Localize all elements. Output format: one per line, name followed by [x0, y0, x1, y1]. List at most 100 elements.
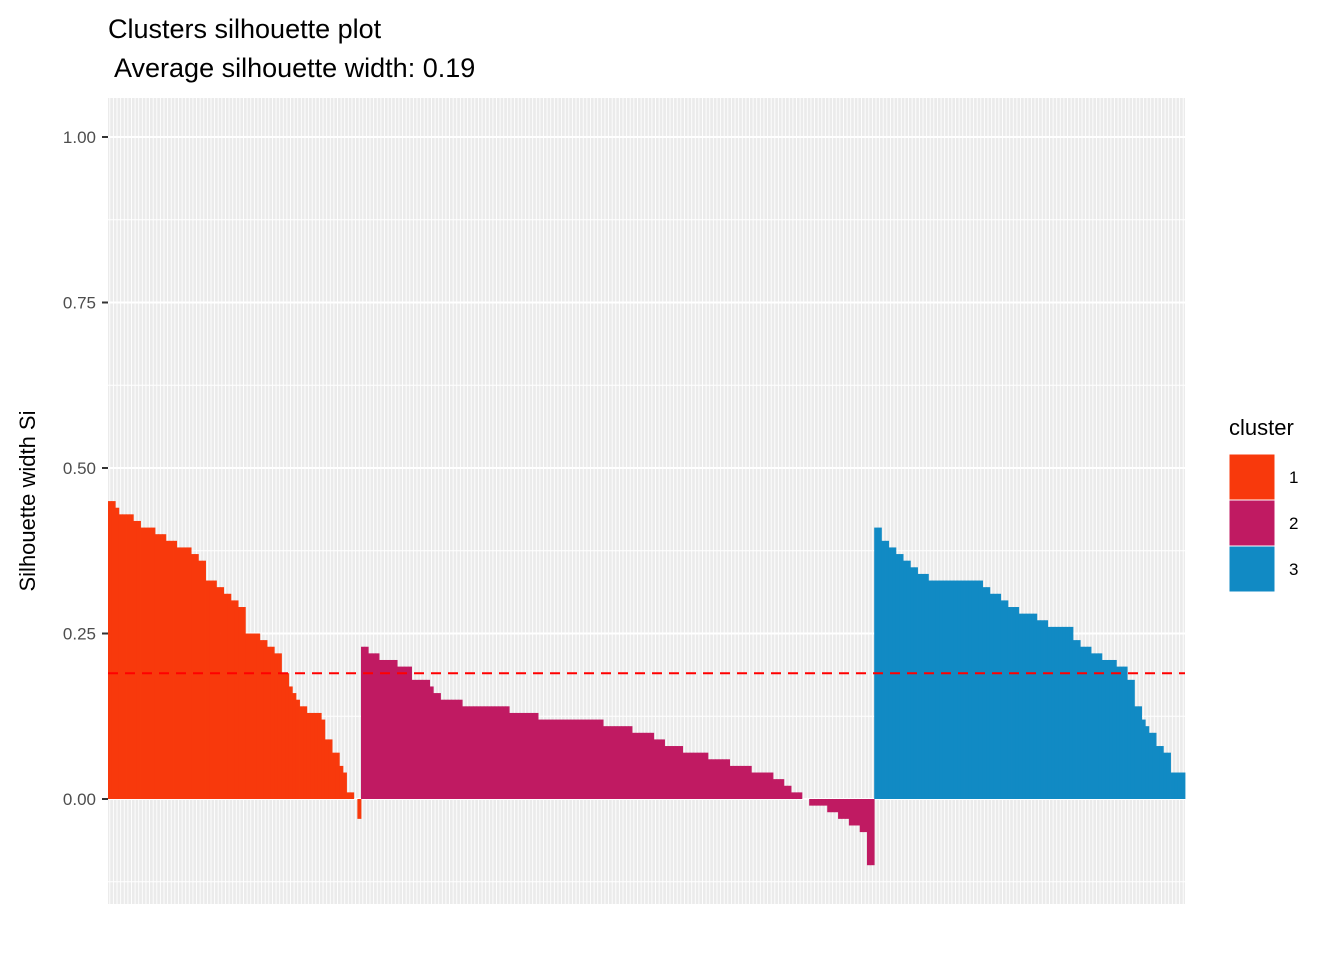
y-axis: 0.00 0.25 0.50 0.75 1.00 [63, 128, 108, 809]
bar-cluster-2 [653, 739, 658, 799]
bar-cluster-2 [368, 653, 373, 799]
bar-cluster-3 [1170, 772, 1175, 799]
y-tick-label: 0.75 [63, 294, 96, 313]
bar-cluster-2 [382, 659, 387, 799]
bar-cluster-2 [509, 712, 514, 799]
bar-cluster-3 [1112, 659, 1117, 799]
bar-cluster-3 [928, 580, 933, 799]
bar-cluster-3 [1105, 659, 1110, 799]
bar-cluster-1 [151, 527, 156, 799]
bar-cluster-2 [415, 679, 420, 799]
bar-cluster-2 [726, 759, 731, 799]
legend-label-cluster-3: 3 [1289, 560, 1298, 579]
bar-cluster-1 [165, 540, 170, 799]
bar-cluster-1 [115, 507, 120, 799]
bar-cluster-2 [754, 772, 759, 799]
bar-cluster-3 [913, 567, 918, 799]
bar-cluster-1 [350, 792, 355, 799]
bar-cluster-2 [765, 772, 770, 799]
bar-cluster-2 [538, 719, 543, 799]
y-tick-label: 1.00 [63, 128, 96, 147]
bar-cluster-2 [613, 726, 618, 799]
bar-cluster-2 [541, 719, 546, 799]
bar-cluster-3 [1145, 726, 1150, 799]
bar-cluster-2 [603, 726, 608, 799]
bar-cluster-1 [136, 520, 141, 799]
bar-cluster-2 [556, 719, 561, 799]
y-tick-label: 0.50 [63, 459, 96, 478]
bar-cluster-2 [389, 659, 394, 799]
bar-cluster-3 [1000, 600, 1005, 799]
bar-cluster-1 [346, 792, 351, 799]
bar-cluster-1 [144, 527, 149, 799]
bar-cluster-2 [574, 719, 579, 799]
bar-cluster-3 [1141, 719, 1146, 799]
bar-cluster-2 [660, 739, 665, 799]
bar-cluster-2 [841, 799, 846, 819]
bar-cluster-3 [932, 580, 937, 799]
bar-cluster-1 [162, 534, 167, 799]
bar-cluster-2 [809, 799, 814, 806]
bar-cluster-2 [512, 712, 517, 799]
legend-title: cluster [1229, 415, 1294, 440]
bar-cluster-2 [722, 759, 727, 799]
bar-cluster-2 [530, 712, 535, 799]
bar-cluster-3 [917, 573, 922, 799]
bar-cluster-1 [147, 527, 152, 799]
bar-cluster-3 [1044, 620, 1049, 799]
bar-cluster-3 [1051, 626, 1056, 799]
bar-cluster-2 [422, 679, 427, 799]
bar-cluster-3 [957, 580, 962, 799]
bar-cluster-2 [845, 799, 850, 819]
bar-cluster-3 [1007, 607, 1012, 799]
bar-cluster-3 [1116, 666, 1121, 799]
bar-cluster-1 [111, 501, 116, 799]
bar-cluster-2 [523, 712, 528, 799]
bar-cluster-2 [404, 666, 409, 799]
bar-cluster-2 [639, 732, 644, 799]
bar-cluster-3 [881, 540, 886, 799]
bar-cluster-1 [267, 646, 272, 799]
bar-cluster-1 [187, 547, 192, 799]
bar-cluster-2 [693, 752, 698, 799]
bar-cluster-3 [877, 527, 882, 799]
bar-cluster-3 [1156, 746, 1161, 799]
bar-cluster-2 [870, 799, 875, 866]
bar-cluster-1 [118, 514, 123, 799]
bar-cluster-3 [1022, 613, 1027, 799]
bar-cluster-2 [769, 772, 774, 799]
bar-cluster-2 [707, 759, 712, 799]
bar-cluster-2 [635, 732, 640, 799]
bar-cluster-2 [780, 779, 785, 799]
bar-cluster-2 [863, 799, 868, 833]
bar-cluster-3 [953, 580, 958, 799]
bar-cluster-1 [108, 501, 113, 799]
legend: cluster 1 2 3 [1228, 415, 1298, 593]
bar-cluster-2 [628, 726, 633, 799]
bar-cluster-2 [458, 699, 463, 799]
bar-cluster-1 [317, 712, 322, 799]
bar-cluster-2 [838, 799, 843, 819]
bar-cluster-2 [534, 712, 539, 799]
bar-cluster-3 [989, 593, 994, 799]
bar-cluster-3 [910, 567, 915, 799]
bar-cluster-3 [1181, 772, 1186, 799]
bar-cluster-1 [303, 706, 308, 799]
bar-cluster-1 [234, 600, 239, 799]
bar-cluster-2 [400, 666, 405, 799]
bar-cluster-3 [1029, 613, 1034, 799]
bar-cluster-2 [856, 799, 861, 826]
bar-cluster-3 [964, 580, 969, 799]
bar-cluster-3 [942, 580, 947, 799]
bar-cluster-1 [158, 534, 163, 799]
bar-cluster-2 [679, 746, 684, 799]
bar-cluster-1 [248, 633, 253, 799]
bar-cluster-2 [454, 699, 459, 799]
bar-cluster-2 [487, 706, 492, 799]
bar-cluster-2 [566, 719, 572, 799]
bar-cluster-2 [516, 712, 521, 799]
bar-cluster-3 [1076, 640, 1081, 799]
bar-cluster-2 [462, 706, 467, 799]
bar-cluster-3 [1109, 659, 1114, 799]
bar-cluster-3 [1065, 626, 1070, 799]
